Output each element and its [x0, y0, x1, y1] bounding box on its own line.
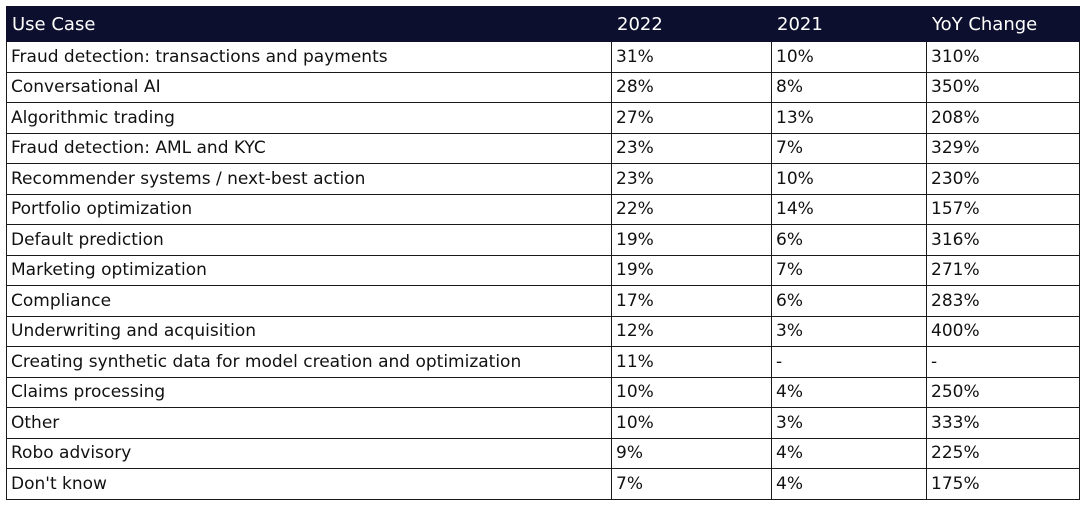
- cell-2022: 7%: [611, 468, 772, 500]
- cell-yoy-change: 333%: [926, 407, 1080, 439]
- cell-use-case: Portfolio optimization: [6, 193, 612, 225]
- cell-2022: 23%: [611, 132, 772, 164]
- cell-2021: -: [771, 346, 927, 378]
- header-use-case: Use Case: [6, 6, 612, 42]
- cell-2021: 13%: [771, 102, 927, 134]
- cell-2021: 10%: [771, 163, 927, 195]
- cell-2021: 6%: [771, 224, 927, 256]
- cell-2021: 8%: [771, 71, 927, 103]
- table-row: Fraud detection: AML and KYC 23% 7% 329%: [6, 132, 1080, 164]
- cell-2021: 4%: [771, 437, 927, 469]
- cell-use-case: Recommender systems / next-best action: [6, 163, 612, 195]
- cell-use-case: Default prediction: [6, 224, 612, 256]
- use-case-table: Use Case 2022 2021 YoY Change Fraud dete…: [6, 6, 1080, 500]
- cell-yoy-change: 283%: [926, 285, 1080, 317]
- cell-use-case: Fraud detection: transactions and paymen…: [6, 41, 612, 73]
- cell-use-case: Robo advisory: [6, 437, 612, 469]
- cell-2022: 17%: [611, 285, 772, 317]
- cell-use-case: Claims processing: [6, 376, 612, 408]
- table-row: Creating synthetic data for model creati…: [6, 346, 1080, 378]
- cell-2022: 9%: [611, 437, 772, 469]
- table-row: Conversational AI 28% 8% 350%: [6, 71, 1080, 103]
- cell-2021: 6%: [771, 285, 927, 317]
- table-row: Other 10% 3% 333%: [6, 407, 1080, 439]
- cell-2021: 4%: [771, 376, 927, 408]
- cell-2022: 10%: [611, 376, 772, 408]
- cell-yoy-change: 316%: [926, 224, 1080, 256]
- cell-use-case: Fraud detection: AML and KYC: [6, 132, 612, 164]
- cell-2022: 22%: [611, 193, 772, 225]
- cell-yoy-change: 310%: [926, 41, 1080, 73]
- header-yoy-change: YoY Change: [926, 6, 1080, 42]
- table-row: Robo advisory 9% 4% 225%: [6, 437, 1080, 469]
- cell-yoy-change: 225%: [926, 437, 1080, 469]
- cell-use-case: Underwriting and acquisition: [6, 315, 612, 347]
- table-row: Underwriting and acquisition 12% 3% 400%: [6, 315, 1080, 347]
- cell-2021: 14%: [771, 193, 927, 225]
- cell-yoy-change: 271%: [926, 254, 1080, 286]
- table-row: Claims processing 10% 4% 250%: [6, 376, 1080, 408]
- cell-yoy-change: 250%: [926, 376, 1080, 408]
- cell-yoy-change: 230%: [926, 163, 1080, 195]
- header-2022: 2022: [611, 6, 772, 42]
- cell-use-case: Compliance: [6, 285, 612, 317]
- cell-yoy-change: 157%: [926, 193, 1080, 225]
- table-row: Recommender systems / next-best action 23…: [6, 163, 1080, 195]
- cell-2022: 27%: [611, 102, 772, 134]
- table-row: Algorithmic trading 27% 13% 208%: [6, 102, 1080, 134]
- cell-yoy-change: 400%: [926, 315, 1080, 347]
- cell-2021: 3%: [771, 407, 927, 439]
- cell-2022: 31%: [611, 41, 772, 73]
- cell-yoy-change: 350%: [926, 71, 1080, 103]
- cell-use-case: Algorithmic trading: [6, 102, 612, 134]
- cell-2022: 12%: [611, 315, 772, 347]
- cell-yoy-change: 329%: [926, 132, 1080, 164]
- cell-2022: 19%: [611, 224, 772, 256]
- cell-use-case: Creating synthetic data for model creati…: [6, 346, 612, 378]
- cell-yoy-change: -: [926, 346, 1080, 378]
- cell-2021: 7%: [771, 254, 927, 286]
- table-row: Default prediction 19% 6% 316%: [6, 224, 1080, 256]
- header-row: Use Case 2022 2021 YoY Change: [6, 6, 1080, 42]
- cell-use-case: Conversational AI: [6, 71, 612, 103]
- table-row: Compliance 17% 6% 283%: [6, 285, 1080, 317]
- table-row: Portfolio optimization 22% 14% 157%: [6, 193, 1080, 225]
- cell-2022: 28%: [611, 71, 772, 103]
- table-row: Fraud detection: transactions and paymen…: [6, 41, 1080, 73]
- cell-2021: 7%: [771, 132, 927, 164]
- cell-2021: 10%: [771, 41, 927, 73]
- cell-yoy-change: 175%: [926, 468, 1080, 500]
- cell-use-case: Other: [6, 407, 612, 439]
- cell-use-case: Marketing optimization: [6, 254, 612, 286]
- cell-2021: 4%: [771, 468, 927, 500]
- header-2021: 2021: [771, 6, 927, 42]
- table-row: Marketing optimization 19% 7% 271%: [6, 254, 1080, 286]
- cell-2022: 11%: [611, 346, 772, 378]
- table-row: Don't know 7% 4% 175%: [6, 468, 1080, 500]
- cell-2021: 3%: [771, 315, 927, 347]
- cell-2022: 10%: [611, 407, 772, 439]
- cell-yoy-change: 208%: [926, 102, 1080, 134]
- cell-use-case: Don't know: [6, 468, 612, 500]
- table-container: Use Case 2022 2021 YoY Change Fraud dete…: [6, 6, 1080, 500]
- table-body: Fraud detection: transactions and paymen…: [6, 41, 1080, 500]
- cell-2022: 19%: [611, 254, 772, 286]
- cell-2022: 23%: [611, 163, 772, 195]
